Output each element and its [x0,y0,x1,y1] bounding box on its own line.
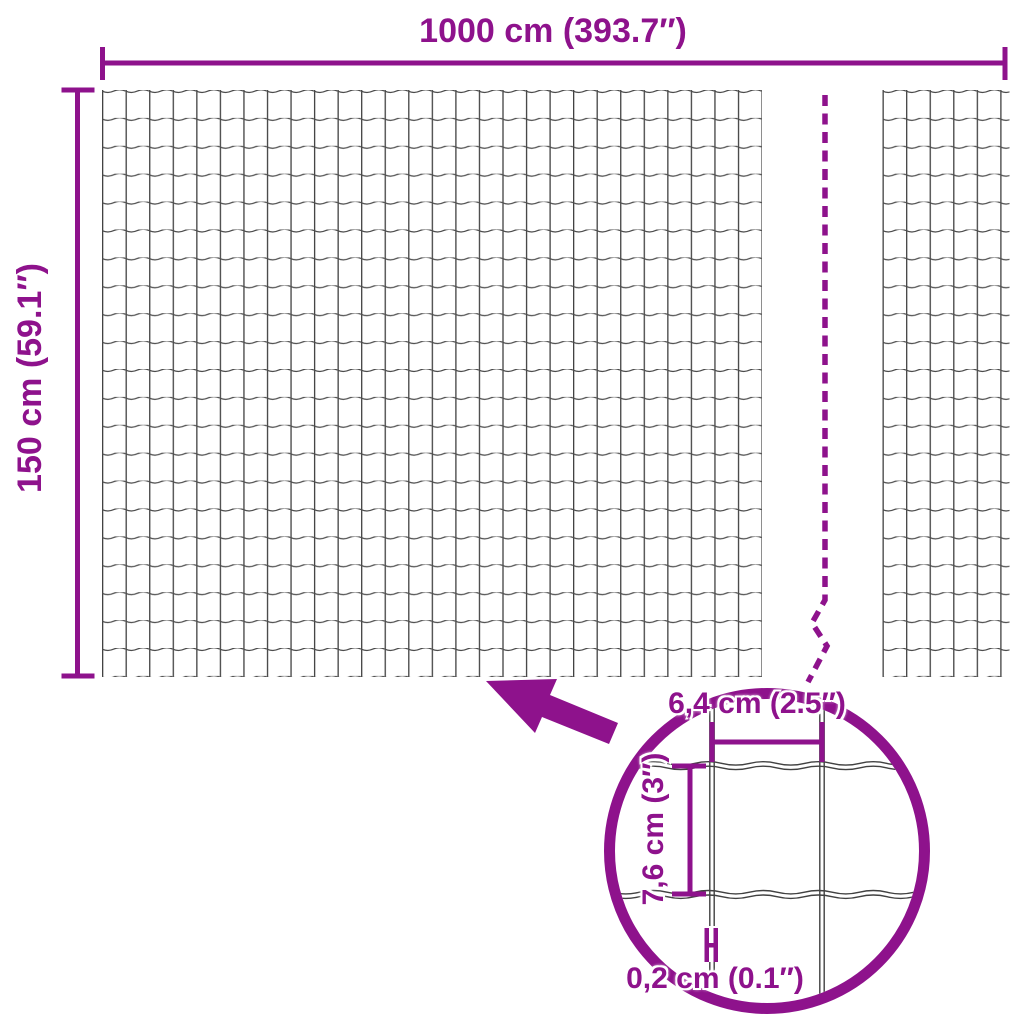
detail-horizontal-wire-bottom-strand2 [615,894,915,900]
mesh-width-right-cap [819,722,825,762]
detail-vertical-wire-left-lower [709,962,715,974]
mesh-width-dimension [709,722,825,762]
height-dimension-label: 150 cm (59.1″) [11,263,49,493]
height-dimension-line [61,87,95,679]
break-dashed-line [805,95,831,684]
mesh-width-bar [712,739,822,745]
wire-thickness-crossbar [704,943,718,948]
mesh-opening-height-label: 7,6 cm (3″) [637,752,670,906]
width-dimension-bar [102,60,1005,66]
width-dimension-left-cap [100,47,105,80]
width-dimension-right-cap [1002,47,1008,80]
mesh-panel-left [102,90,762,677]
mesh-width-left-cap [709,722,715,762]
detail-horizontal-wire-top-strand2 [615,765,915,771]
width-dimension-line [100,47,1008,80]
height-dimension-bottom-cap [61,673,95,679]
zoom-arrow-icon [486,679,618,744]
detail-horizontal-wire-top-strand1 [615,761,915,766]
height-dimension-bar [75,90,80,676]
wire-thickness-label: 0,2 cm (0.1″) [626,962,804,995]
mesh-height-bar [687,766,693,894]
mesh-height-top-cap [672,763,706,769]
width-dimension-label: 1000 cm (393.7″) [419,12,687,50]
mesh-opening-width-label: 6,4 cm (2.5″) [668,687,846,720]
detail-mesh-wires [615,702,915,1003]
detail-horizontal-wire-bottom-strand1 [615,889,915,895]
mesh-height-bottom-cap [672,891,706,897]
wire-thickness-marker [704,928,718,962]
height-dimension-top-cap [61,87,95,93]
mesh-height-dimension [672,763,706,897]
mesh-panel-right [882,90,1010,677]
